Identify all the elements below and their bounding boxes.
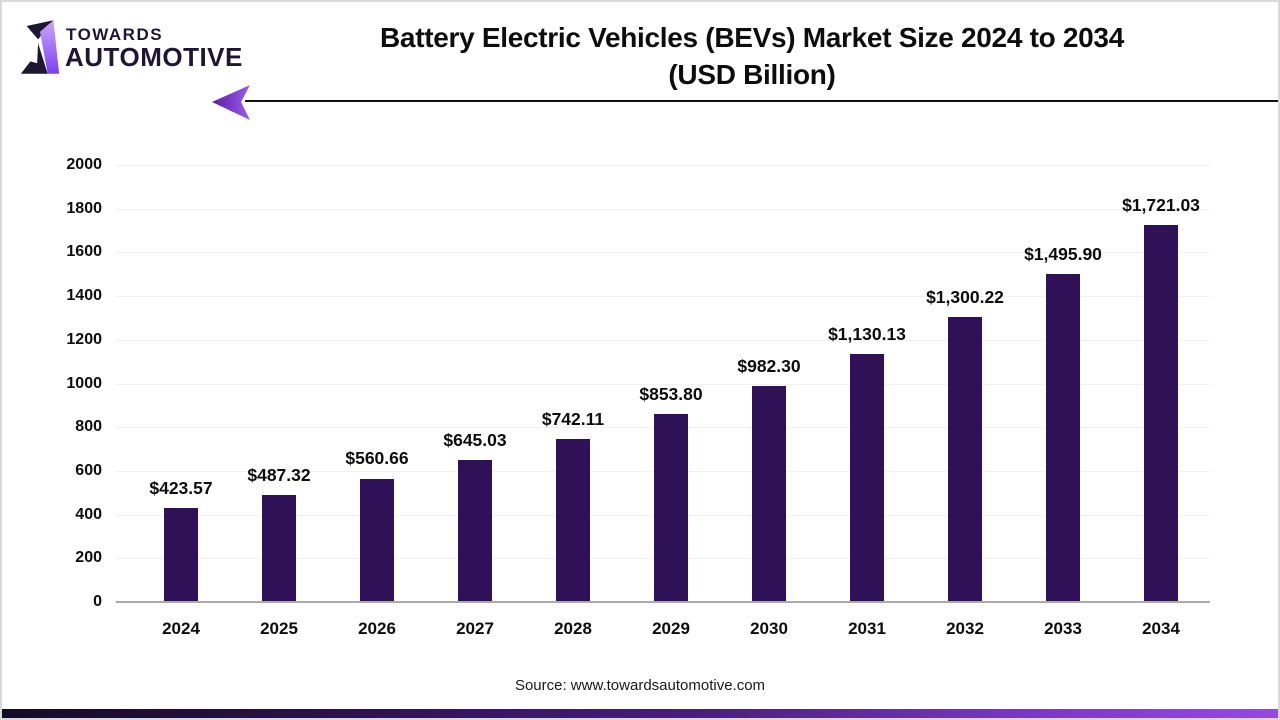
x-axis-label-2031: 2031 [848, 619, 886, 638]
bar-2029 [654, 414, 688, 601]
bar-value-label: $487.32 [247, 464, 311, 485]
bar-value-label: $1,300.22 [926, 286, 1004, 307]
x-axis-label-2032: 2032 [946, 619, 984, 638]
x-axis-label-2033: 2033 [1044, 619, 1082, 638]
bar-value-label: $423.57 [149, 478, 213, 499]
gridline [116, 252, 1210, 254]
bar-value-label: $560.66 [345, 448, 409, 469]
bar-2026 [360, 478, 394, 601]
bar-2033 [1046, 274, 1080, 601]
bar-2027 [458, 460, 492, 601]
bar-value-label: $645.03 [443, 430, 507, 451]
x-axis-label-2029: 2029 [652, 619, 690, 638]
bar-2032 [948, 316, 982, 601]
y-axis-tick-label: 0 [93, 593, 102, 610]
gridline [116, 339, 1210, 341]
source-text: Source: www.towardsautomotive.com [514, 677, 766, 694]
gridline [116, 208, 1210, 210]
y-axis-tick-label: 1800 [66, 199, 102, 217]
x-axis-label-2027: 2027 [456, 619, 494, 638]
y-axis-tick-label: 1000 [66, 374, 102, 392]
x-axis-label-2025: 2025 [260, 619, 298, 638]
x-axis-label-2030: 2030 [750, 619, 788, 638]
left-arrow-icon [212, 85, 250, 120]
plot-area: 0 200 400 600 800 1000 1200 1400 1600 1800 2000 $42… [66, 156, 1210, 638]
bar-value-label: $853.80 [639, 384, 703, 405]
logo-wordmark: TOWARDS AUTOMOTIVE [65, 25, 243, 72]
bottom-gradient-bar [2, 709, 1278, 718]
header-divider-line [245, 100, 1278, 102]
logo-towards-text: TOWARDS [66, 25, 164, 44]
x-axis-label-2026: 2026 [358, 619, 396, 638]
y-axis-tick-label: 200 [75, 549, 102, 567]
bar-2034 [1144, 224, 1178, 601]
logo: TOWARDS AUTOMOTIVE [18, 18, 243, 76]
logo-mark-icon [20, 20, 60, 74]
bar-value-label: $1,721.03 [1122, 194, 1200, 215]
bar-2024 [164, 508, 198, 601]
gridline [116, 383, 1210, 385]
x-axis-label-2028: 2028 [554, 619, 592, 638]
gridline [116, 296, 1210, 298]
bar-value-label: $1,130.13 [828, 324, 906, 345]
x-axis-label-2034: 2034 [1142, 619, 1180, 638]
y-axis-tick-label: 400 [75, 505, 102, 523]
gridline [116, 165, 1210, 166]
bar-value-label: $742.11 [541, 408, 605, 429]
y-axis-tick-label: 1600 [66, 243, 102, 261]
x-axis-line [116, 601, 1210, 603]
chart-title-line-2: (USD Billion) [668, 59, 836, 90]
y-axis-tick-label: 600 [75, 461, 102, 479]
x-axis-label-2024: 2024 [162, 619, 200, 638]
bar-2031 [850, 354, 884, 601]
bar-2028 [556, 438, 590, 601]
bar-value-label: $982.30 [737, 356, 801, 377]
logo-automotive-text: AUTOMOTIVE [65, 42, 243, 72]
chart-title: Battery Electric Vehicles (BEVs) Market … [302, 19, 1202, 93]
y-axis-tick-label: 1200 [66, 330, 102, 348]
y-axis-tick-label: 2000 [66, 156, 102, 173]
bar-2030 [752, 386, 786, 601]
bar-2025 [262, 494, 296, 601]
y-axis-tick-label: 800 [75, 418, 102, 436]
chart-title-line-1: Battery Electric Vehicles (BEVs) Market … [380, 22, 1124, 53]
bar-value-label: $1,495.90 [1024, 244, 1102, 265]
y-axis-tick-label: 1400 [66, 287, 102, 305]
